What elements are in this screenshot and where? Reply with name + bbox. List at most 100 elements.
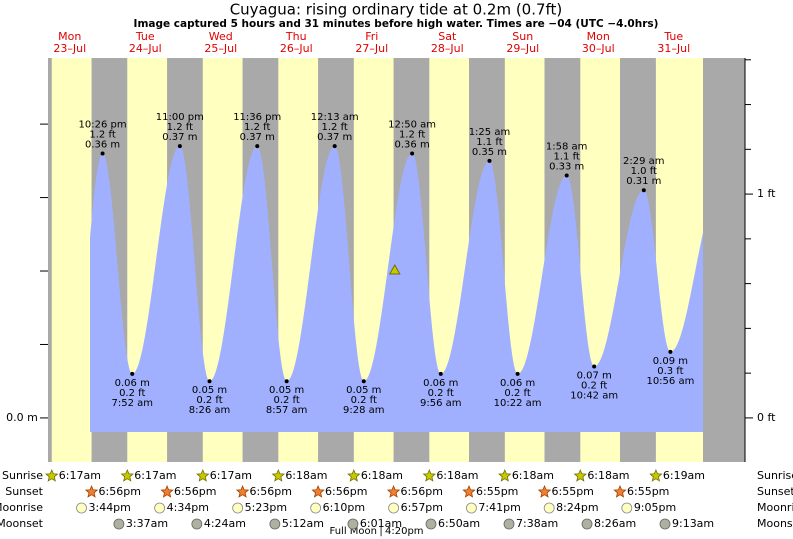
moonset-icon [269, 518, 281, 530]
day-name: Mon [58, 30, 81, 43]
tide-label: 0.31 m [626, 176, 661, 187]
tide-label: 2:29 am [623, 156, 665, 167]
tide-label: 0.05 m [192, 385, 227, 396]
low-tide-point [515, 371, 520, 376]
tide-label: 0.06 m [115, 378, 150, 389]
low-tide-point [361, 379, 366, 384]
sunrise-time: 6:18am [436, 469, 478, 482]
moonrise-time: 4:34pm [167, 501, 209, 514]
moonset-icon [191, 518, 203, 530]
day-name: Sun [512, 30, 533, 43]
sunset-icon [160, 484, 174, 498]
sunset-time: 6:56pm [99, 485, 141, 498]
tide-label: 12:50 am [388, 119, 436, 130]
moon-phase-time: 4:20pm [385, 526, 424, 537]
tide-label: 0.06 m [500, 378, 535, 389]
tide-label: 9:56 am [420, 398, 462, 409]
moonset-time: 9:13am [672, 517, 714, 530]
moonrise-time: 7:41pm [478, 501, 520, 514]
row-label: Moonset [0, 517, 44, 530]
sunrise-time: 6:18am [587, 469, 629, 482]
moonrise-time: 3:44pm [88, 501, 130, 514]
day-date: 29–Jul [506, 42, 539, 55]
chart-title: Cuyagua: rising ordinary tide at 0.2m (0… [230, 1, 563, 19]
high-tide-point [255, 144, 260, 149]
sunrise-icon [347, 468, 361, 482]
low-tide-point [668, 349, 673, 354]
moonset-icon [503, 518, 515, 530]
sunset-icon [235, 484, 250, 498]
sunset-time: 6:56pm [174, 485, 216, 498]
moon-phase-name: Full Moon [330, 526, 377, 537]
tide-label: 9:28 am [343, 405, 385, 416]
high-tide-point [487, 158, 492, 163]
low-tide-point [130, 371, 135, 376]
tide-label: 0.07 m [577, 371, 612, 382]
sunset-icon [84, 484, 99, 498]
moonset-icon [659, 518, 671, 530]
tide-label: 1.0 ft [631, 166, 657, 177]
moonset-time: 6:50am [438, 517, 480, 530]
sunrise-icon [422, 468, 436, 482]
sunrise-time: 6:18am [285, 469, 327, 482]
row-label: Sunset [757, 485, 793, 498]
moonrise-time: 8:24pm [556, 501, 598, 514]
tide-label: 0.3 ft [657, 366, 683, 377]
y-tick-label: 0.0 m [6, 411, 38, 424]
tide-label: 0.2 ft [504, 388, 530, 399]
chart-subtitle: Image captured 5 hours and 31 minutes be… [134, 18, 659, 30]
day-date: 31–Jul [657, 42, 690, 55]
sunset-icon [462, 484, 476, 498]
tide-label: 7:52 am [111, 398, 153, 409]
tide-label: 0.2 ft [119, 388, 145, 399]
tide-label: 12:13 am [311, 112, 359, 123]
tide-area [90, 146, 703, 432]
moonrise-icon [76, 502, 87, 514]
sunset-time: 6:55pm [552, 485, 594, 498]
tide-label: 0.35 m [472, 147, 507, 158]
day-date: 26–Jul [280, 42, 313, 55]
tide-label: 0.2 ft [351, 395, 377, 406]
moonrise-icon [154, 502, 166, 514]
day-name: Tue [663, 30, 683, 43]
sunset-time: 6:56pm [250, 485, 292, 498]
sunset-time: 6:55pm [627, 485, 669, 498]
moonrise-icon [466, 502, 477, 514]
day-name: Thu [285, 30, 307, 43]
tide-label: 0.2 ft [273, 395, 299, 406]
moonrise-icon [543, 502, 555, 514]
low-tide-point [284, 379, 289, 384]
y2-tick-label: 1 ft [757, 187, 776, 200]
sunset-time: 6:56pm [401, 485, 443, 498]
tide-label: 0.37 m [162, 132, 197, 143]
moonset-time: 3:37am [126, 517, 168, 530]
moonset-icon [347, 518, 359, 530]
sunrise-icon [45, 468, 59, 482]
sunrise-time: 6:17am [210, 469, 252, 482]
tide-label: 10:22 am [494, 398, 542, 409]
tide-label: 0.05 m [346, 385, 381, 396]
sunrise-icon [649, 468, 663, 482]
day-name: Mon [587, 30, 610, 43]
y2-tick-label: 0 ft [757, 411, 776, 424]
moonset-time: 4:24am [204, 517, 246, 530]
sunrise-time: 6:17am [134, 469, 176, 482]
row-label: Sunrise [757, 469, 793, 482]
tide-label: 1.1 ft [476, 137, 502, 148]
high-tide-point [332, 144, 337, 149]
moonrise-icon [232, 502, 244, 514]
tide-label: 0.36 m [85, 139, 120, 150]
sunset-time: 6:55pm [476, 485, 518, 498]
row-label: Moonset [757, 517, 793, 530]
tide-label: 0.33 m [549, 162, 584, 173]
day-date: 30–Jul [582, 42, 615, 55]
tide-label: 0.2 ft [196, 395, 222, 406]
sunrise-icon [498, 468, 512, 482]
tide-label: 1.2 ft [322, 122, 348, 133]
moonrise-time: 9:05pm [634, 501, 676, 514]
moonset-time: 8:26am [594, 517, 636, 530]
sunrise-icon [196, 468, 210, 482]
high-tide-point [100, 151, 105, 156]
tide-label: 0.09 m [653, 356, 688, 367]
